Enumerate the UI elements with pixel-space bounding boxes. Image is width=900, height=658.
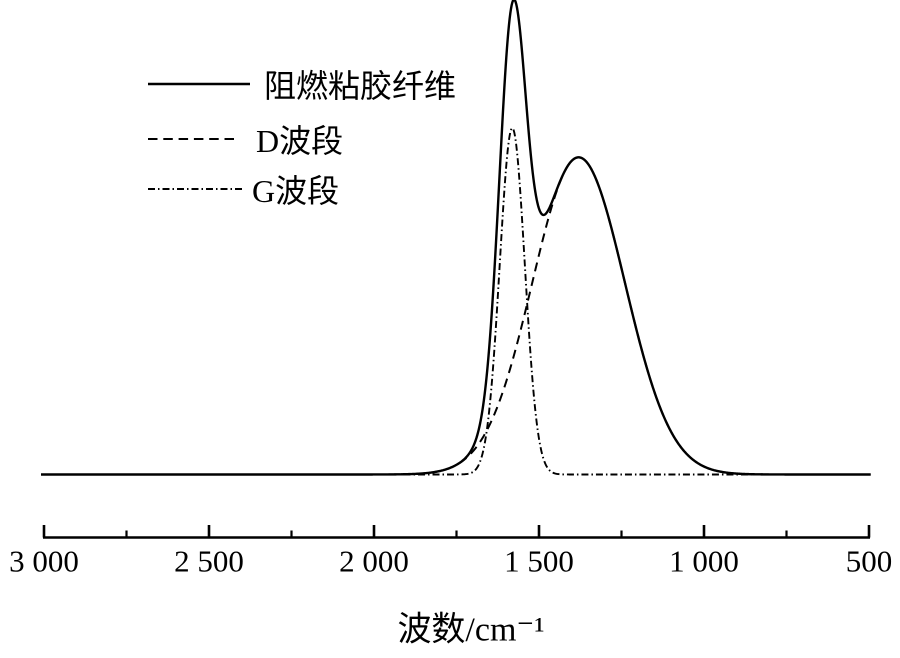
series-curve-dash-dot bbox=[40, 127, 871, 476]
legend-label-dashdot: G波段 bbox=[252, 173, 339, 209]
series-curves bbox=[40, 0, 872, 476]
x-axis: 3 000 2 500 2 000 1 500 1 000 500 波数/cm⁻¹ bbox=[9, 525, 892, 649]
legend-label-dashed: D波段 bbox=[256, 123, 343, 159]
x-axis-tick-label: 1 000 bbox=[669, 544, 739, 579]
series-curve-solid bbox=[40, 0, 872, 476]
legend-item-dashed: D波段 bbox=[148, 123, 343, 159]
x-axis-title: 波数/cm⁻¹ bbox=[397, 611, 544, 649]
x-axis-ticks bbox=[42, 525, 871, 538]
x-axis-tick-labels: 3 000 2 500 2 000 1 500 1 000 500 bbox=[9, 544, 892, 579]
legend-item-dashdot: G波段 bbox=[148, 173, 339, 209]
x-axis-tick-label: 3 000 bbox=[9, 544, 79, 579]
x-axis-tick-label: 1 500 bbox=[504, 544, 574, 579]
x-axis-tick-label: 2 500 bbox=[174, 544, 244, 579]
legend-item-solid: 阻燃粘胶纤维 bbox=[148, 68, 456, 104]
series-curve-dashed bbox=[40, 156, 871, 476]
x-axis-tick-label: 2 000 bbox=[339, 544, 409, 579]
legend: 阻燃粘胶纤维 D波段 G波段 bbox=[148, 68, 456, 209]
legend-label-solid: 阻燃粘胶纤维 bbox=[264, 68, 456, 104]
x-axis-tick-label: 500 bbox=[846, 544, 893, 579]
